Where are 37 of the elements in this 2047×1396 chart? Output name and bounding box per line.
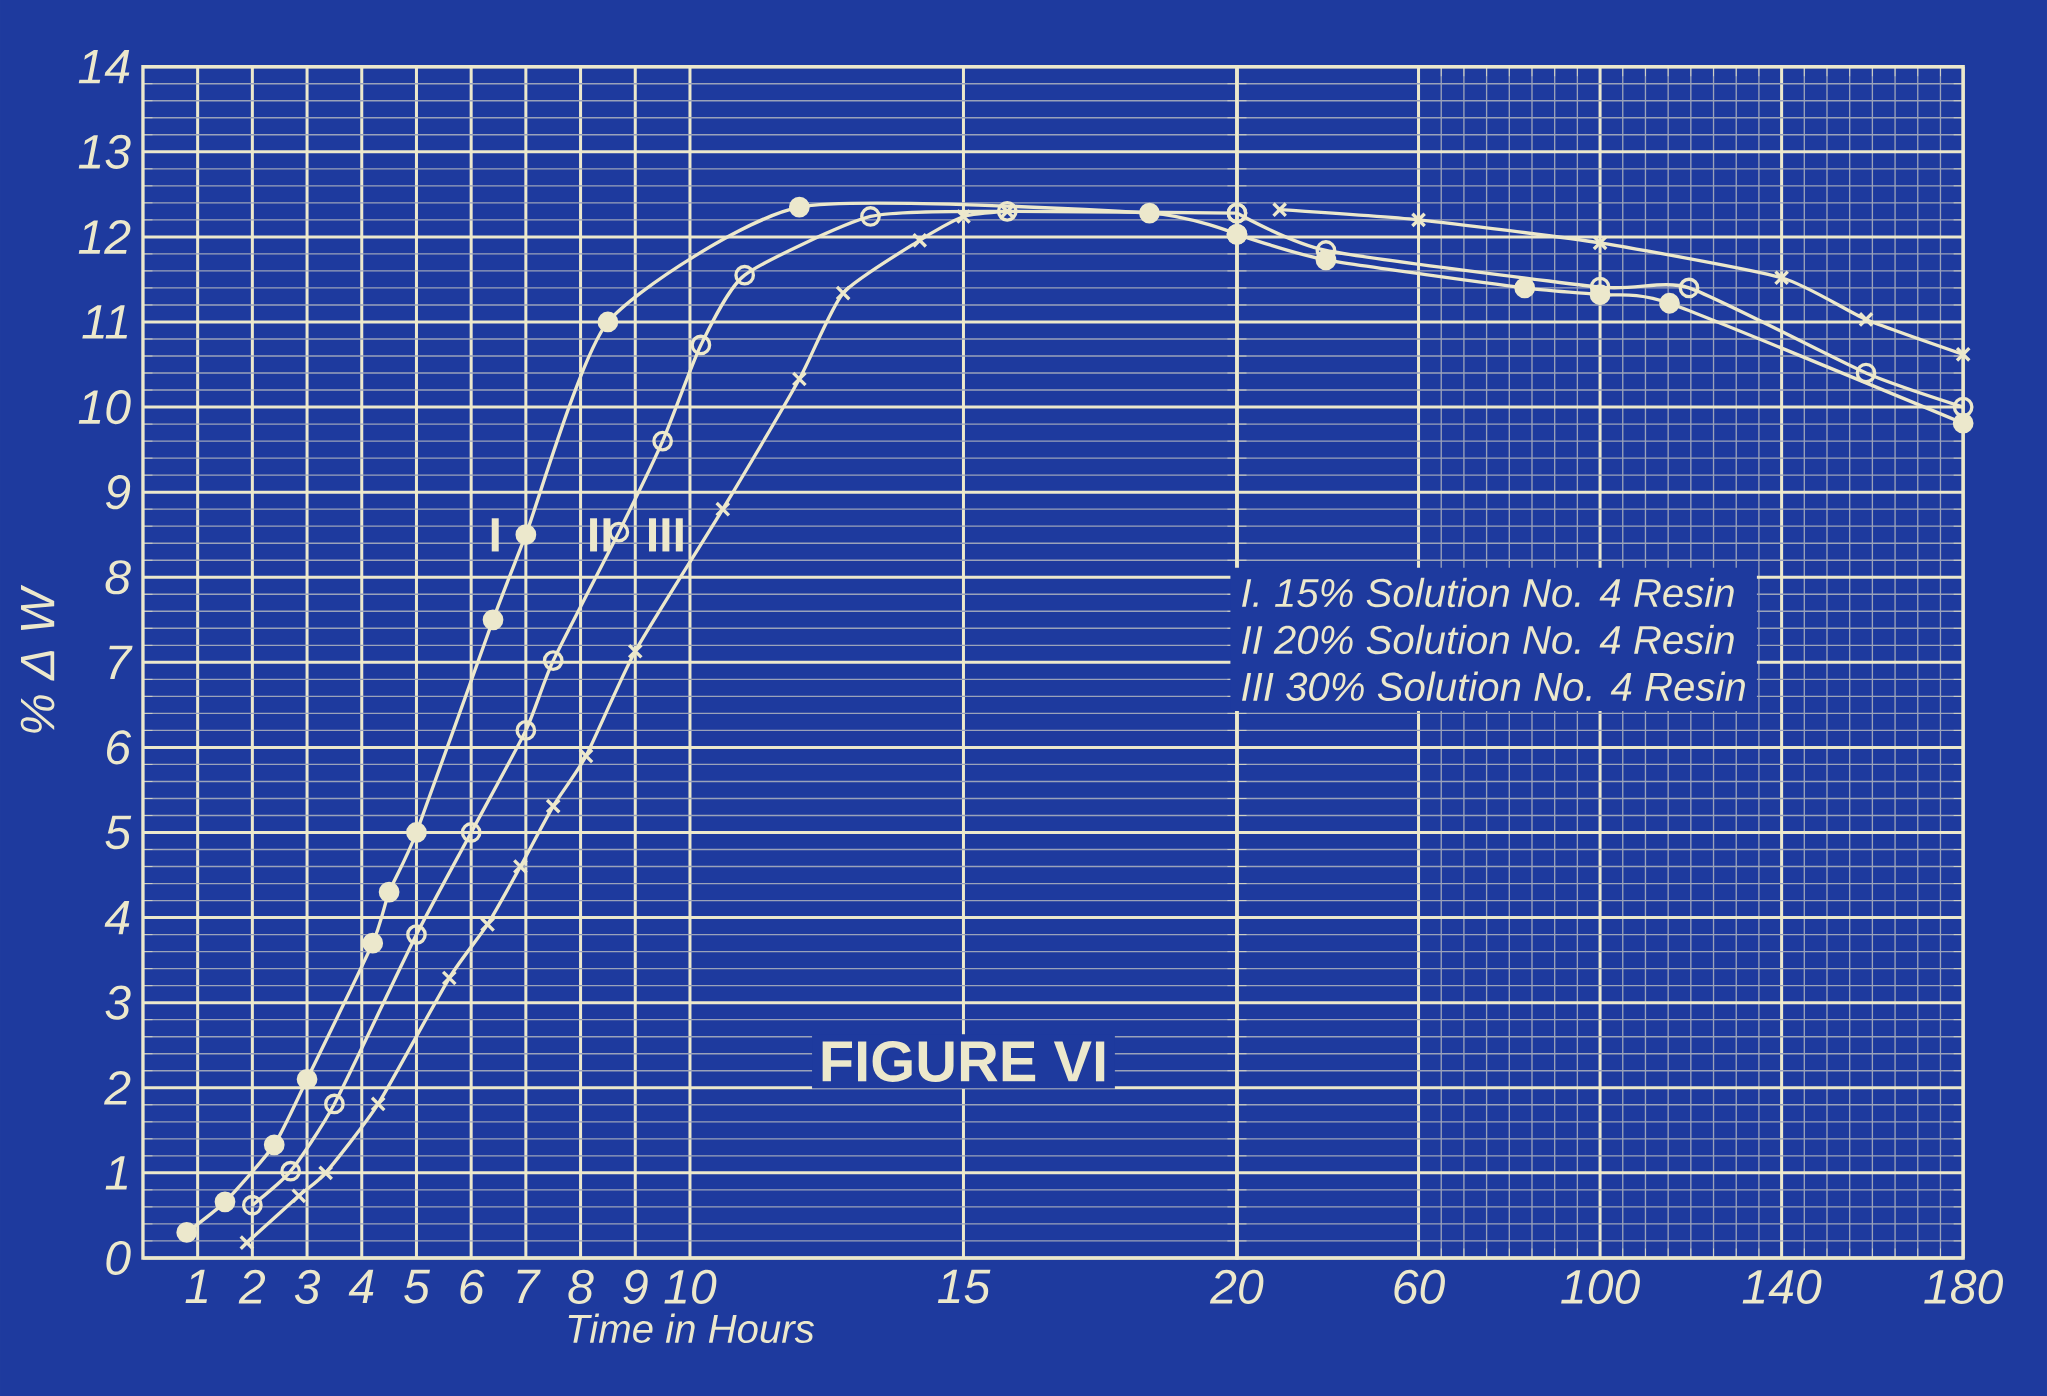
y-tick-label: 8 (105, 560, 131, 595)
y-tick-label: 14 (78, 50, 130, 84)
y-tick-label: 2 (104, 1070, 131, 1105)
y-tick-label: 7 (109, 645, 133, 679)
y-tick-label: 0 (106, 1240, 131, 1275)
y-axis-title: % Δ W (20, 584, 55, 733)
x-axis-title: Time in Hours (568, 1313, 814, 1343)
text: FIGURE VI (822, 1040, 1105, 1082)
x-tick-label: 8 (568, 1269, 594, 1304)
x-tick-label: 1 (185, 1269, 207, 1303)
x-tick-label: 2 (238, 1269, 266, 1304)
y-tick-label: 9 (105, 475, 131, 510)
y-tick-label: 12 (78, 219, 131, 254)
x-tick-label: 3 (294, 1269, 321, 1304)
annotation: III 30% Solution No. 4 Resin (1242, 671, 1745, 701)
annotation: II 20% Solution No. 4 Resin (1242, 624, 1734, 655)
y-tick-label: 3 (105, 985, 131, 1020)
y-tick-label: 13 (78, 134, 131, 169)
x-tick-label: 9 (623, 1269, 648, 1304)
y-tick-label: 4 (104, 900, 130, 935)
annotation: I. 15% Solution No. 4 Resin (1242, 577, 1734, 608)
x-tick-label: 4 (348, 1269, 374, 1303)
x-tick-label: 100 (1561, 1269, 1640, 1304)
y-tick-label: 5 (105, 815, 132, 850)
x-tick-label: 10 (664, 1269, 717, 1304)
x-tick-label: 20 (1209, 1269, 1264, 1304)
y-tick-label: 11 (82, 305, 128, 339)
x-tick-label: 7 (517, 1269, 541, 1303)
x-tick-label: 6 (460, 1269, 485, 1304)
x-tick-label: 60 (1394, 1269, 1445, 1304)
y-tick-label: 6 (107, 730, 132, 765)
x-tick-label: 5 (404, 1269, 430, 1304)
x-tick-label: 15 (937, 1269, 991, 1304)
y-tick-label: 10 (78, 389, 131, 425)
x-tick-label: 140 (1742, 1269, 1822, 1304)
x-tick-label: 180 (1924, 1269, 2003, 1304)
y-tick-label: 1 (105, 1156, 128, 1190)
